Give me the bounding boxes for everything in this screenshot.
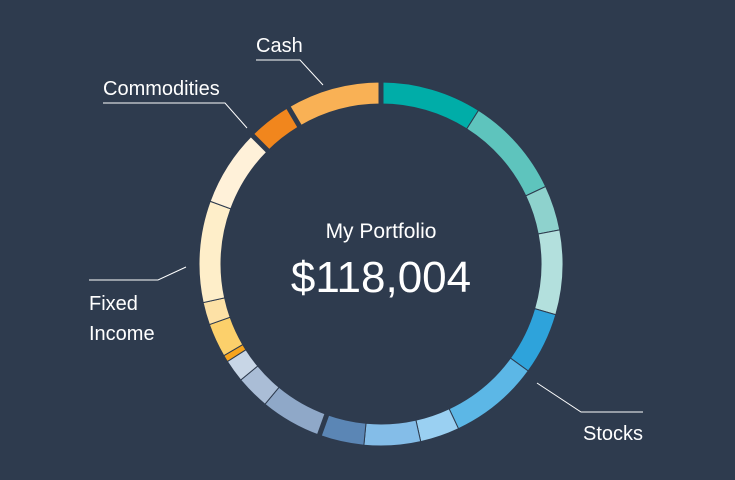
leader-line-stocks: [536, 382, 643, 413]
leader-line-fixed-income: [89, 266, 187, 281]
label-cash: Cash: [256, 35, 303, 57]
donut-segment-stocks-8: [363, 419, 422, 447]
donut-segment-stocks-4: [534, 229, 564, 316]
donut-segment-fixed-income-8: [209, 134, 269, 210]
donut-segment-cash-1: [287, 81, 382, 127]
leader-line-cash: [256, 59, 324, 86]
label-fixed-income: Fixed Income: [89, 293, 155, 345]
category-gap-1: [315, 410, 331, 439]
category-gap-2: [248, 131, 272, 155]
donut-segment-stocks-3: [525, 185, 561, 235]
donut-segment-fixed-income-1: [264, 386, 328, 436]
donut-segment-stocks-6: [448, 357, 529, 430]
center-title: My Portfolio: [326, 220, 437, 243]
donut-segment-stocks-5: [509, 308, 557, 372]
label-stocks: Stocks: [583, 423, 643, 445]
donut-ring: [198, 79, 564, 447]
label-commodities: Commodities: [103, 78, 220, 100]
center-total-value: $118,004: [291, 253, 471, 302]
donut-segment-stocks-1: [380, 81, 480, 130]
leader-line-commodities: [103, 102, 248, 129]
donut-segment-fixed-income-7: [198, 200, 232, 304]
donut-segment-stocks-2: [466, 109, 547, 197]
category-gap-3: [284, 103, 304, 131]
